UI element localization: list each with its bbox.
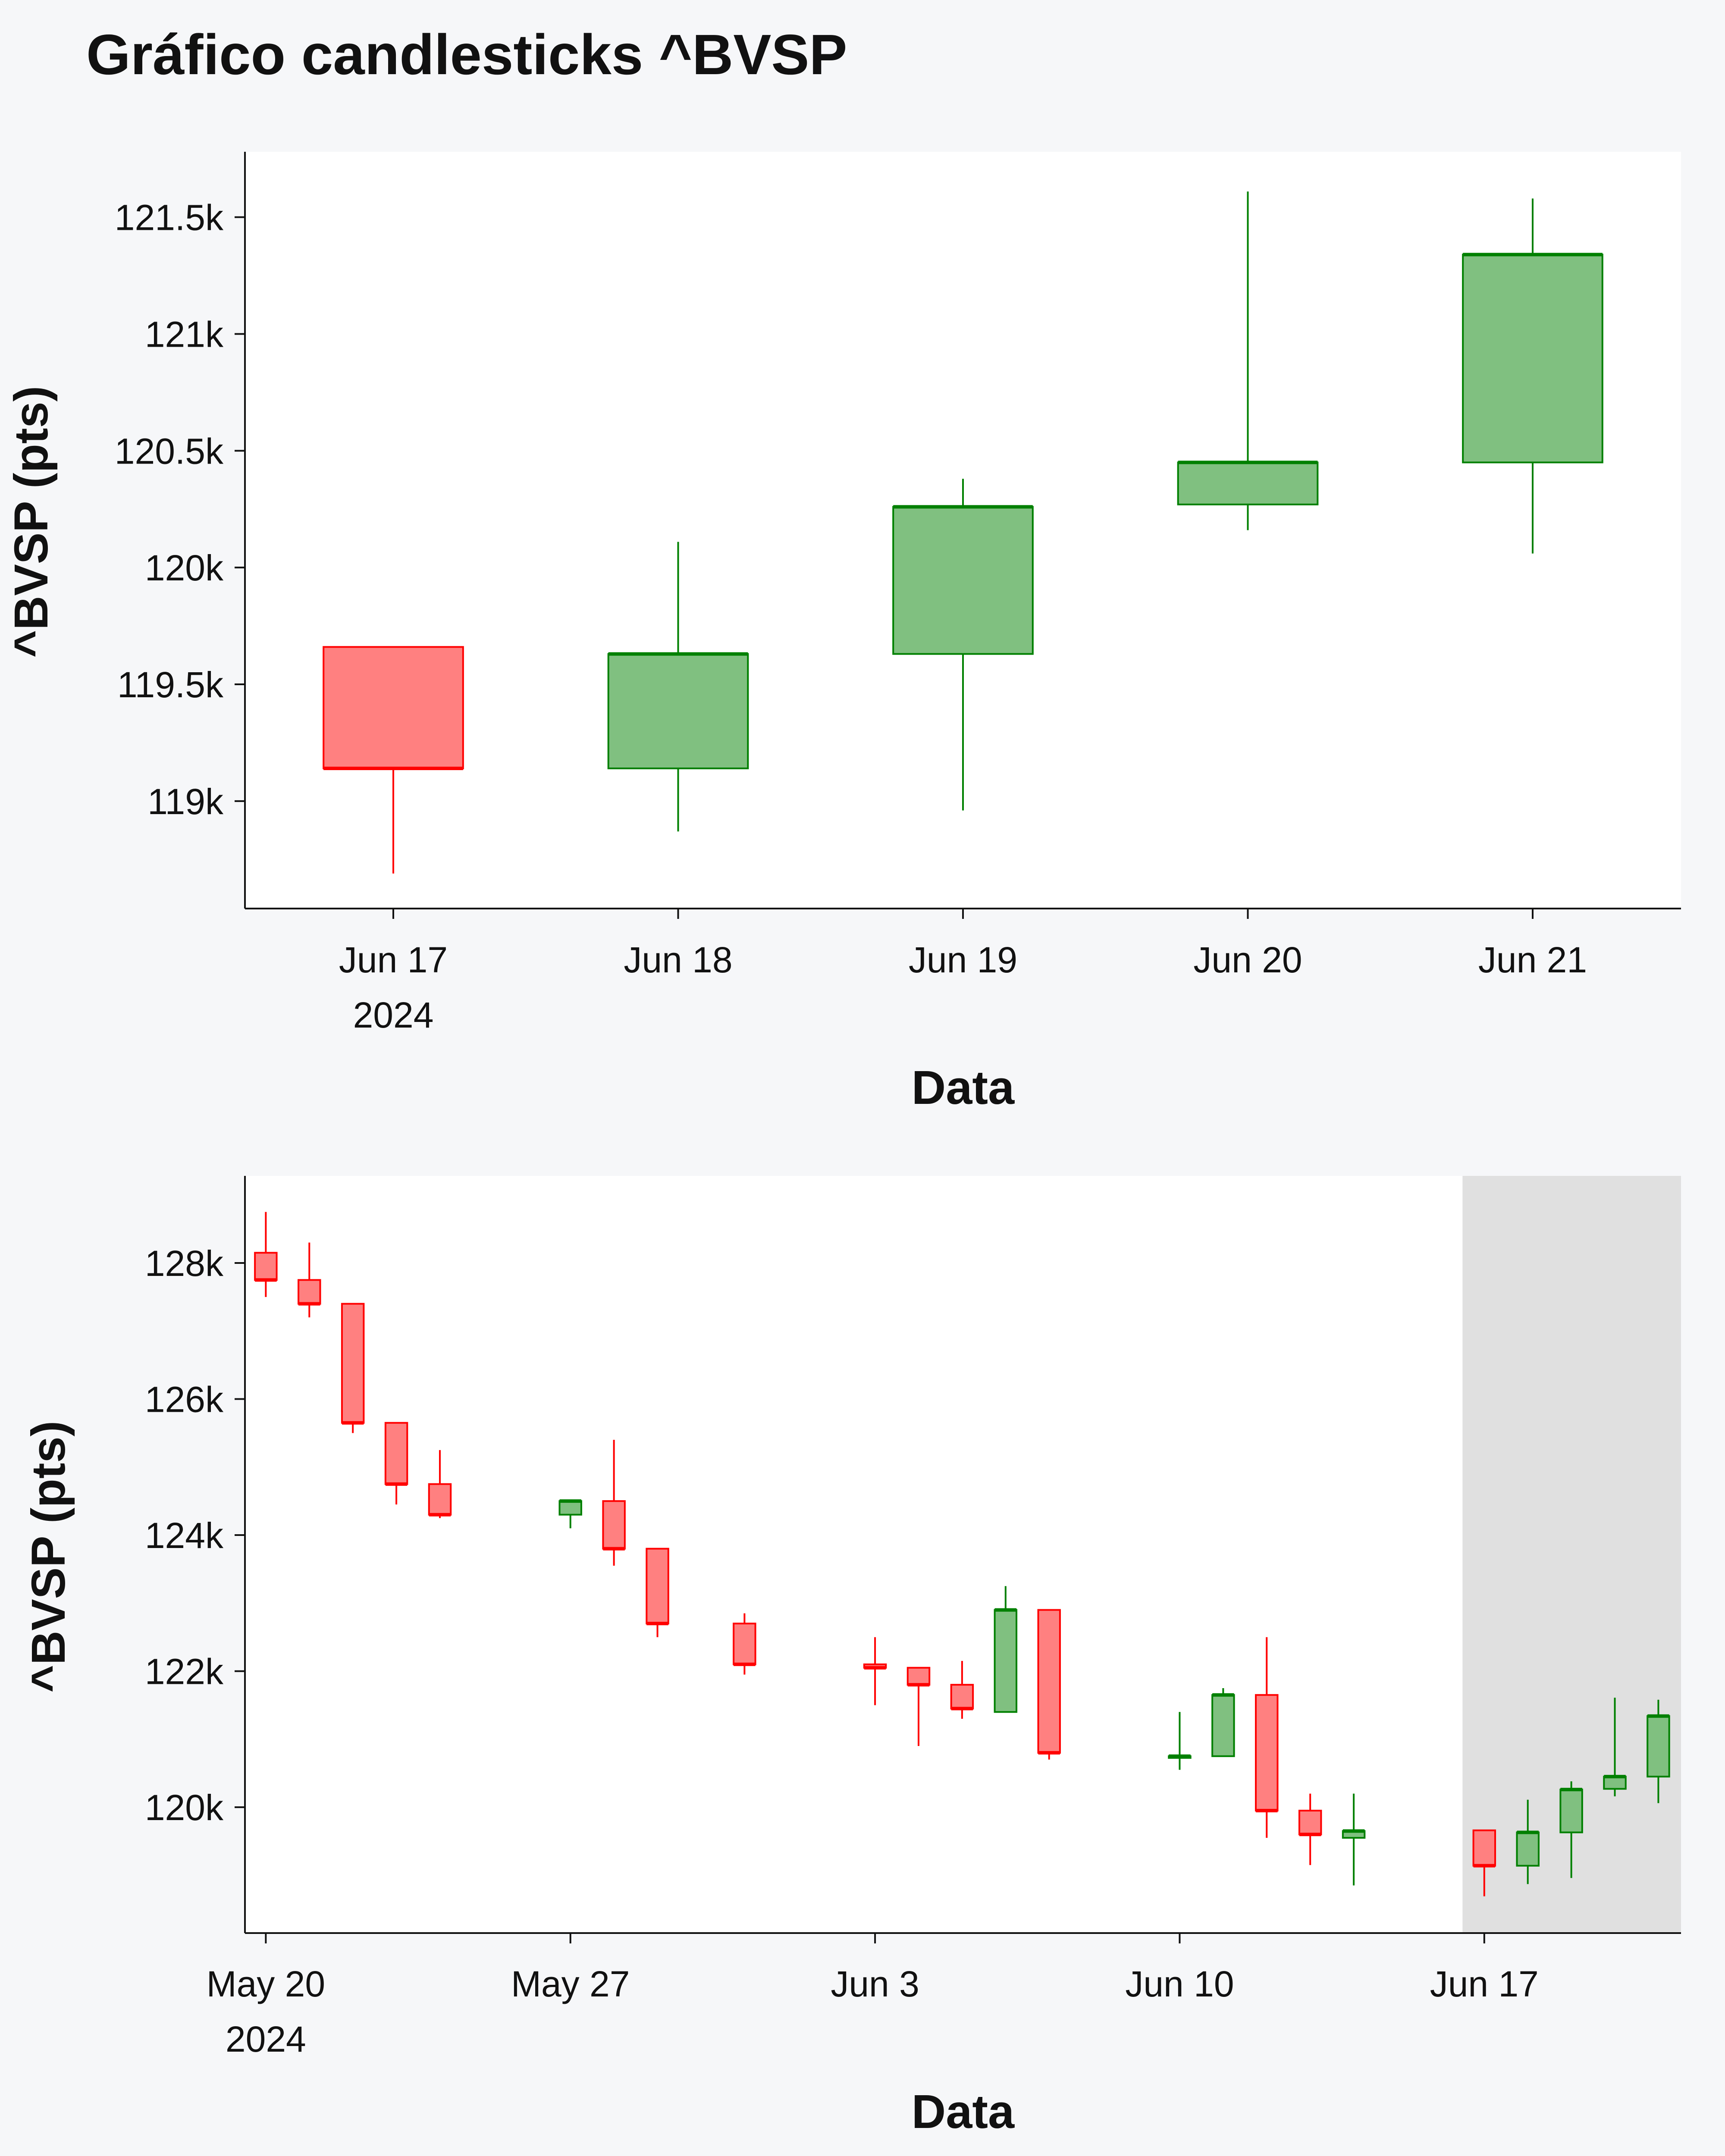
candle-body [1037, 1609, 1061, 1754]
y-tick-label: 120k [145, 1787, 224, 1828]
candle [892, 479, 1034, 811]
candle [950, 1661, 974, 1719]
candle [428, 1450, 452, 1518]
y-tick-label: 128k [145, 1243, 224, 1284]
x-tick-label: May 20 2024 [207, 1964, 325, 2059]
candle [1647, 1699, 1670, 1803]
candle-body [1516, 1831, 1540, 1867]
candle-body [323, 646, 464, 770]
candle-body [384, 1422, 408, 1485]
candle [1255, 1637, 1279, 1838]
x-tick-label: Jun 21 [1478, 940, 1587, 980]
candle [1298, 1793, 1322, 1865]
candle-body [1298, 1810, 1322, 1836]
candle [1603, 1698, 1627, 1796]
x-tick-label: Jun 10 [1125, 1964, 1234, 2004]
y-tick-label: 122k [145, 1651, 224, 1692]
candle-body [607, 653, 749, 770]
y-tick-label: 119k [147, 781, 224, 822]
candle [254, 1212, 278, 1297]
candle-body [950, 1684, 974, 1710]
candle [1516, 1799, 1540, 1884]
candle [607, 542, 749, 832]
candle-body [1559, 1789, 1583, 1833]
y-axis-title: ^BVSP (pts) [22, 1421, 75, 1693]
candle [1472, 1829, 1496, 1896]
x-tick-label: Jun 17 2024 [339, 940, 448, 1035]
y-axis-title: ^BVSP (pts) [5, 386, 58, 658]
x-tick-label: May 27 [511, 1964, 630, 2004]
candle [863, 1637, 887, 1705]
y-tick-label: 124k [145, 1515, 224, 1556]
x-tick-label: Jun 19 [909, 940, 1017, 980]
candle [1559, 1781, 1583, 1878]
candle-body [558, 1500, 582, 1516]
zoom-panel: 119k 119.5k 120k 120.5k 121k 121.5k Jun 17 2024… [5, 152, 1681, 1114]
plot-area [245, 1176, 1681, 1933]
candle-body [254, 1252, 278, 1281]
candle-body [892, 506, 1034, 655]
candle-body [906, 1667, 931, 1686]
candle-body [1177, 461, 1319, 505]
candle [646, 1548, 669, 1637]
candle [298, 1242, 321, 1318]
overview-panel: 120k 122k 124k 126k 128k May 20 2024 May 27 Jun … [22, 1176, 1681, 2138]
candle [1342, 1793, 1366, 1886]
candle-body [602, 1500, 626, 1550]
y-tick-label: 121k [145, 314, 224, 355]
x-tick-label: Jun 18 [624, 940, 732, 980]
candle [994, 1586, 1018, 1713]
candle-body [994, 1609, 1018, 1713]
x-tick-label: Jun 3 [831, 1964, 919, 2004]
candle [384, 1422, 408, 1505]
candle [733, 1613, 756, 1675]
y-tick-label: 121.5k [115, 197, 224, 238]
y-tick-label: 119.5k [117, 664, 224, 705]
candle-body [646, 1548, 669, 1625]
candle-body [733, 1623, 756, 1665]
candle [323, 646, 464, 874]
y-tick-label: 120.5k [115, 431, 224, 471]
candle [906, 1667, 931, 1746]
y-tick-label: 120k [145, 548, 224, 588]
candle [602, 1440, 626, 1566]
candle [1168, 1712, 1192, 1770]
candle-body [341, 1303, 365, 1424]
x-tick-label: Jun 20 [1193, 940, 1302, 980]
candle-body [428, 1483, 452, 1516]
candle-body [1255, 1694, 1279, 1812]
candle [1211, 1688, 1235, 1757]
x-axis-title: Data [912, 1061, 1015, 1114]
chart-title: Gráfico candlesticks ^BVSP [86, 23, 847, 86]
candle-body [1647, 1715, 1670, 1778]
candle [558, 1499, 582, 1529]
x-tick-label: Jun 17 [1430, 1964, 1539, 2004]
x-axis-title: Data [912, 2085, 1015, 2138]
candle-body [1603, 1776, 1627, 1790]
candle-body [298, 1279, 321, 1305]
y-tick-label: 126k [145, 1379, 224, 1420]
candle [1462, 198, 1603, 554]
candle-body [1462, 254, 1603, 464]
candle [1037, 1609, 1061, 1760]
candle [1177, 191, 1319, 530]
candle-body [1472, 1829, 1496, 1867]
candle-body [1211, 1694, 1235, 1757]
candle [341, 1303, 365, 1433]
